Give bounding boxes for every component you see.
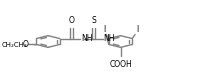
Text: COOH: COOH: [109, 60, 131, 69]
Text: O: O: [22, 40, 28, 49]
Text: NH: NH: [81, 34, 92, 43]
Text: O: O: [68, 16, 74, 25]
Text: I: I: [103, 25, 105, 34]
Text: NH: NH: [103, 34, 115, 43]
Text: CH₂CH₃: CH₂CH₃: [2, 42, 27, 48]
Text: I: I: [135, 25, 137, 34]
Text: S: S: [91, 16, 96, 25]
